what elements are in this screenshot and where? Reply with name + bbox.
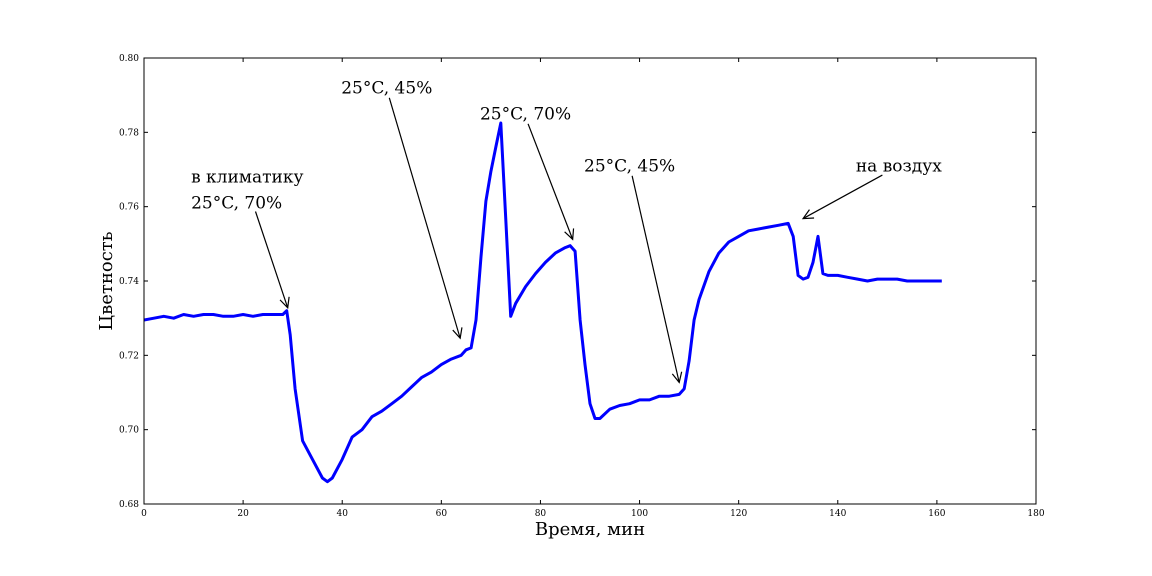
x-tick-label: 40: [336, 509, 348, 519]
data-line-layer: [144, 121, 942, 484]
y-axis-label: Цветность: [96, 231, 117, 330]
y-tick-label: 0.70: [119, 426, 139, 436]
y-tick-label: 0.78: [119, 128, 139, 138]
axis-ticks: 0 20 40 60 80 100 120 140 160 180 0.68 0.70 0.72 0.74…: [119, 54, 1045, 519]
annotation-text-4: на воздух: [856, 156, 942, 176]
annotation-arrow-1: [388, 97, 461, 339]
annotation-arrowhead-2: [564, 228, 575, 241]
series-line-0: [144, 121, 942, 484]
annotations: в климатику 25°C, 70% 25°C, 45% 25°C, 70% 25…: [191, 78, 942, 384]
annotation-arrowhead-4: [801, 209, 815, 220]
annotation-text-0: в климатику: [191, 168, 303, 188]
x-tick-label: 160: [928, 509, 945, 519]
annotation-arrow-4: [802, 174, 883, 220]
y-tick-label: 0.68: [119, 500, 139, 510]
x-tick-label: 140: [829, 509, 846, 519]
x-tick-label: 60: [436, 509, 448, 519]
annotation-arrow-2: [527, 123, 574, 240]
x-tick-label: 100: [631, 509, 648, 519]
annotation-arrow-0: [254, 211, 289, 308]
x-tick-label: 0: [141, 509, 147, 519]
annotation-arrowhead-1: [452, 327, 463, 340]
x-axis-label: Время, мин: [535, 519, 645, 540]
annotation-arrow-3: [631, 175, 680, 383]
plot-frame: [143, 57, 1037, 505]
y-tick-label: 0.72: [119, 351, 139, 361]
x-tick-label: 20: [237, 509, 249, 519]
x-tick-label: 80: [535, 509, 547, 519]
y-tick-label: 0.80: [119, 54, 139, 64]
annotation-text-0: 25°C, 70%: [191, 194, 282, 214]
x-tick-label: 180: [1027, 509, 1044, 519]
annotation-arrowhead-3: [671, 371, 683, 384]
x-tick-label: 120: [730, 509, 747, 519]
annotation-text-3: 25°C, 45%: [584, 156, 675, 176]
annotation-arrowhead-0: [279, 296, 290, 310]
annotation-text-1: 25°C, 45%: [341, 78, 432, 98]
annotation-text-2: 25°C, 70%: [480, 104, 571, 124]
y-tick-label: 0.74: [119, 277, 139, 287]
y-tick-label: 0.76: [119, 203, 139, 213]
